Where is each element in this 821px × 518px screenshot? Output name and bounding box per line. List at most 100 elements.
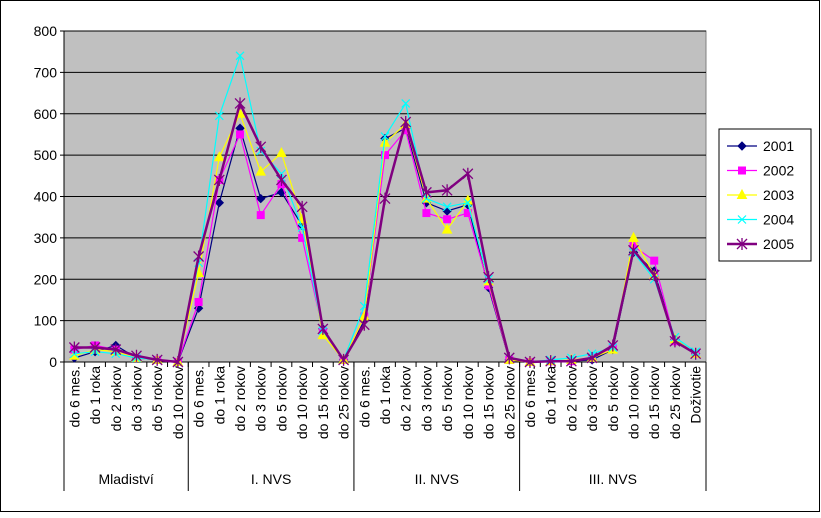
x-tick-label: do 3 rokov [584, 366, 600, 431]
legend-label: 2004 [763, 212, 794, 228]
marker-x [401, 98, 411, 108]
marker-x [737, 215, 747, 224]
marker-star [151, 353, 163, 366]
x-tick-label: do 1 roka [377, 366, 393, 425]
marker-star [213, 173, 225, 186]
series-layer [68, 51, 702, 368]
y-tick-label: 700 [34, 64, 58, 80]
marker-star [503, 351, 515, 364]
y-tick-label: 500 [34, 147, 58, 163]
marker-star [524, 356, 536, 368]
marker-square [650, 256, 659, 265]
marker-star [234, 97, 246, 110]
y-tick-label: 200 [34, 271, 58, 287]
marker-star [275, 173, 287, 186]
x-tick-label: do 10 rokov [460, 366, 476, 439]
marker-star [172, 356, 184, 368]
group-label: II. NVS [415, 471, 459, 487]
marker-star [420, 186, 432, 199]
marker-star [545, 355, 557, 368]
x-tick-label: do 3 rokov [253, 366, 269, 431]
marker-star [379, 192, 391, 205]
marker-star [736, 238, 748, 250]
x-tick-label: do 15 rokov [646, 366, 662, 439]
marker-square [256, 211, 265, 220]
marker-star [669, 335, 681, 348]
x-tick-label: do 1 roka [543, 366, 559, 425]
x-tick-label: do 6 mes. [522, 366, 538, 427]
marker-star [68, 341, 80, 354]
marker-x [380, 132, 390, 141]
legend-label: 2003 [763, 187, 794, 203]
marker-triangle [379, 136, 391, 147]
marker-star [317, 322, 329, 335]
marker-star [648, 269, 660, 282]
x-tick-label: do 15 rokov [481, 366, 497, 439]
marker-star [110, 343, 122, 356]
x-tick-label: do 3 rokov [128, 366, 144, 431]
x-tick-label: do 6 mes. [191, 366, 207, 427]
marker-square [738, 166, 746, 175]
x-tick-label: do 5 rokov [439, 366, 455, 431]
marker-square [236, 130, 245, 139]
y-tick-label: 0 [49, 354, 57, 370]
x-tick-label: do 5 rokov [273, 366, 289, 431]
x-tick-label: do 25 rokov [667, 366, 683, 439]
y-tick-label: 400 [34, 189, 58, 205]
x-tick-label: do 25 rokov [501, 366, 517, 439]
marker-star [586, 351, 598, 364]
marker-star [607, 339, 619, 352]
group-label: I. NVS [251, 471, 291, 487]
marker-square [443, 215, 452, 224]
marker-star [400, 116, 412, 129]
y-tick-label: 600 [34, 106, 58, 122]
legend-label: 2005 [763, 236, 794, 252]
x-tick-label: Doživotie [688, 366, 704, 424]
series-2005 [68, 97, 702, 368]
x-tick-label: do 5 rokov [149, 366, 165, 431]
x-tick-label: do 1 roka [87, 366, 103, 425]
marker-star [628, 244, 639, 257]
marker-star [441, 184, 453, 197]
legend-label: 2002 [763, 163, 794, 179]
y-tick-label: 800 [34, 23, 58, 39]
marker-triangle [213, 151, 225, 162]
marker-star [89, 341, 101, 354]
x-tick-label: do 25 rokov [336, 366, 352, 439]
marker-star [338, 353, 350, 366]
x-tick-label: do 10 rokov [294, 366, 310, 439]
x-tick-label: do 5 rokov [605, 366, 621, 431]
marker-triangle [255, 165, 267, 176]
marker-triangle [276, 146, 287, 158]
group-label: III. NVS [589, 471, 637, 487]
marker-diamond [737, 141, 747, 151]
marker-square [381, 151, 389, 160]
marker-star [462, 167, 474, 180]
x-tick-label: do 10 rokov [626, 366, 642, 439]
marker-square [194, 298, 203, 307]
group-label: Mladiství [99, 471, 154, 487]
marker-diamond [256, 193, 266, 204]
x-tick-label: do 2 rokov [232, 366, 248, 431]
x-tick-label: do 1 roka [211, 366, 227, 425]
x-tick-label: do 3 rokov [418, 366, 434, 431]
marker-triangle [736, 188, 748, 199]
x-tick-label: do 2 rokov [398, 366, 414, 431]
marker-star [483, 271, 495, 284]
marker-triangle [628, 231, 639, 242]
x-tick-label: do 2 rokov [108, 366, 124, 431]
marker-star [565, 355, 577, 368]
marker-x [214, 111, 224, 121]
x-tick-label: do 6 mes. [356, 366, 372, 427]
y-tick-label: 300 [34, 230, 58, 246]
marker-star [690, 347, 702, 360]
x-tick-label: do 10 rokov [170, 366, 186, 439]
marker-x [235, 51, 245, 61]
marker-star [193, 250, 205, 263]
marker-star [255, 140, 267, 153]
marker-star [131, 349, 142, 362]
marker-square [422, 209, 431, 218]
marker-triangle [69, 349, 80, 360]
